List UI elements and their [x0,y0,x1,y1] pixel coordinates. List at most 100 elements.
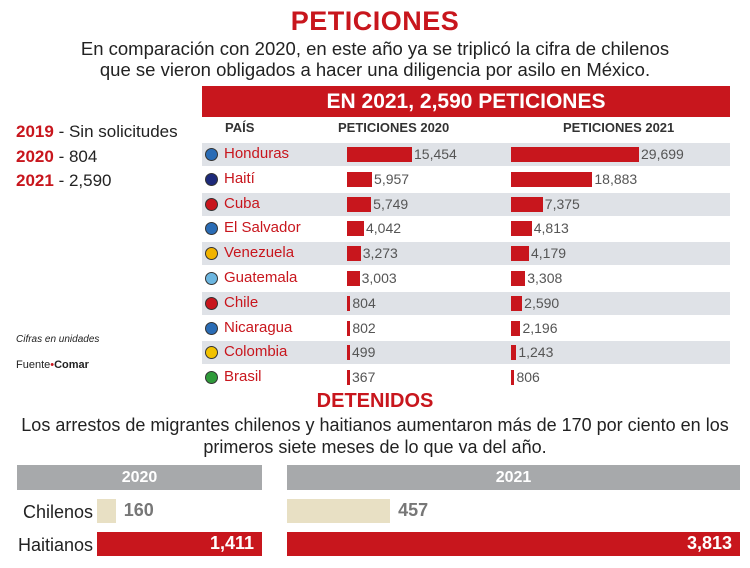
value-2021: 7,375 [544,195,580,212]
bar-2020 [347,320,351,336]
bar-2021 [511,320,521,336]
bar-2021 [511,370,515,386]
flag-icon [205,148,218,161]
value-2021: 2,590 [524,294,560,311]
value-2021: 2,196 [522,319,558,336]
bar-2021 [511,271,526,286]
bar-2021 [511,147,639,162]
table-row: Guatemala 3,003 3,308 [202,267,730,290]
value-2020: 499 [352,344,376,361]
value-2020: 3,003 [361,270,397,286]
panel-2020-header: 2020 [17,465,262,490]
bar-2020 [347,370,350,386]
table-row: Venezuela 3,273 4,179 [202,242,730,266]
value-2021: 29,699 [641,146,684,162]
bar-2020 [347,345,350,361]
bar-2021 [511,221,532,237]
bar-2021 [511,246,529,262]
flag-icon [205,197,218,211]
country-name: Cuba [224,194,260,212]
panel-2021-header: 2021 [287,465,740,490]
country-name: Guatemala [224,269,298,286]
detained-bar-haitianos-2020 [97,532,262,556]
value-2020: 3,273 [362,245,398,262]
summary-year: 2021 [16,171,54,190]
flag-icon [205,296,218,310]
value-2021: 4,179 [531,245,567,262]
table-row: Haití 5,957 18,883 [202,168,730,191]
bar-2020 [347,147,412,162]
value-2021: 18,883 [594,170,638,187]
bar-2020 [347,221,364,237]
detained-value: 457 [398,500,429,520]
country-name: Haití [224,169,255,187]
table-row: Colombia 499 1,243 [202,341,730,365]
value-2020: 804 [352,294,376,311]
bar-2021 [511,171,593,187]
header-country: PAÍS [225,120,255,135]
table-row: El Salvador 4,042 4,813 [202,217,730,240]
label-chilenos: Chilenos [22,502,93,522]
detained-value: 160 [123,500,154,520]
bar-2020 [347,171,373,187]
value-2020: 5,749 [373,195,409,212]
page-title: PETICIONES [290,6,460,36]
table-row: Brasil 367 806 [202,366,730,389]
source: Fuente•Comar [16,359,89,371]
detained-bar-haitianos-2021 [287,532,740,556]
bar-2020 [347,271,360,286]
summary-2021: 2021 - 2,590 [16,171,112,191]
bar-2020 [347,246,361,262]
detained-value: 3,813 [686,533,732,553]
bar-2021 [511,295,523,311]
label-haitianos: Haitianos [17,535,93,555]
summary-2019: 2019 - Sin solicitudes [16,122,178,142]
bar-2020 [347,295,351,311]
subtitle-line-2: que se vieron obligados a hacer una dili… [99,59,651,80]
summary-text: - 804 [58,147,98,166]
country-name: Brasil [224,368,262,386]
country-name: Venezuela [224,244,295,262]
header-2021: PETICIONES 2021 [563,120,675,135]
flag-icon [205,172,218,186]
value-2021: 4,813 [533,220,569,237]
summary-text: - Sin solicitudes [58,122,178,141]
detained-title: DETENIDOS [316,390,434,412]
flag-icon [205,371,218,385]
summary-2020: 2020 - 804 [16,147,97,167]
flag-icon [205,321,218,335]
country-name: Honduras [224,145,290,162]
value-2021: 3,308 [527,270,563,286]
subtitle-line-1: En comparación con 2020, en este año ya … [80,38,670,59]
value-2021: 1,243 [518,344,554,361]
table-row: Honduras 15,454 29,699 [202,143,730,166]
country-name: El Salvador [224,219,301,237]
detained-subtitle-1: Los arrestos de migrantes chilenos y hai… [21,415,729,435]
value-2020: 4,042 [366,220,402,237]
value-2021: 806 [516,369,540,386]
summary-year: 2019 [16,122,54,141]
value-2020: 5,957 [374,170,410,187]
country-name: Nicaragua [224,318,293,336]
detained-bar-chilenos-2020 [97,499,116,523]
flag-icon [205,272,218,285]
header-2020: PETICIONES 2020 [338,120,450,135]
bar-2021 [511,345,517,361]
summary-text: - 2,590 [58,171,112,190]
value-2020: 802 [352,319,376,336]
country-name: Chile [224,293,259,311]
table-row: Chile 804 2,590 [202,291,730,315]
bar-2020 [347,196,372,212]
table-title: EN 2021, 2,590 PETICIONES [202,86,730,117]
country-name: Colombia [224,343,288,361]
source-name: Comar [54,359,89,371]
flag-icon [205,247,218,261]
bar-2021 [511,196,543,212]
value-2020: 367 [352,369,376,386]
detained-bar-chilenos-2021 [287,499,391,523]
flag-icon [205,222,218,236]
units-note: Cifras en unidades [16,334,100,345]
value-2020: 15,454 [414,146,457,162]
table-row: Cuba 5,749 7,375 [202,192,730,216]
